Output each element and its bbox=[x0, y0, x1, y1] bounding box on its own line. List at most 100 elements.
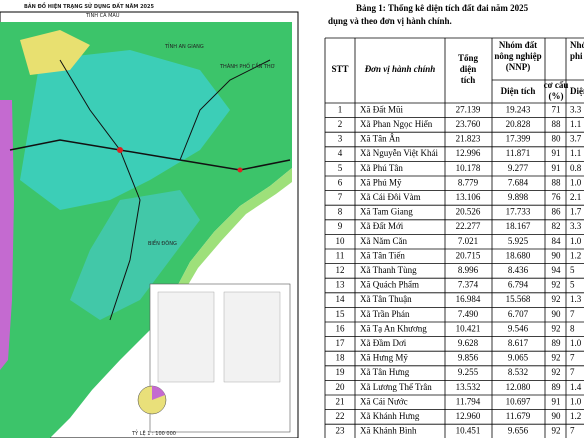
cell: 10.178 bbox=[456, 163, 481, 173]
cell: Xã Tạ An Khương bbox=[360, 323, 427, 333]
cell: 21.823 bbox=[456, 134, 481, 144]
header: Nhó bbox=[570, 40, 584, 50]
cell: 19 bbox=[336, 367, 346, 377]
cell: 8.617 bbox=[508, 338, 529, 348]
header: Diện tích bbox=[501, 86, 536, 96]
cell: 9.856 bbox=[458, 353, 479, 363]
cell: 9.255 bbox=[458, 367, 479, 377]
cell: 11.871 bbox=[506, 148, 530, 158]
cell: 6.794 bbox=[508, 280, 529, 290]
cell: Xã Hưng Mỹ bbox=[360, 353, 408, 363]
cell: 10.421 bbox=[456, 323, 481, 333]
cell: 7.684 bbox=[508, 177, 529, 187]
cell: 1.0 bbox=[570, 177, 582, 187]
cell: Xã Đất Mũi bbox=[360, 104, 403, 114]
cell: Xã Tân Ân bbox=[360, 134, 400, 144]
header: Tổng bbox=[458, 53, 479, 63]
legend-list bbox=[223, 291, 281, 383]
cell: 11.794 bbox=[456, 396, 481, 406]
cell: 23 bbox=[336, 426, 346, 436]
header: (%) bbox=[549, 91, 564, 101]
cell: 8.436 bbox=[508, 265, 529, 275]
cell: 9 bbox=[338, 221, 343, 231]
cell: 7 bbox=[570, 426, 575, 436]
cell: 9.628 bbox=[458, 338, 479, 348]
cell: 9.898 bbox=[508, 192, 529, 202]
cell: 12.996 bbox=[456, 148, 481, 158]
cell: 0.8 bbox=[570, 163, 582, 173]
cell: 12 bbox=[336, 265, 345, 275]
cell: 80 bbox=[552, 134, 562, 144]
cell: 7 bbox=[570, 309, 575, 319]
cell: 15 bbox=[336, 309, 346, 319]
cell: Xã Tân Hưng bbox=[360, 367, 410, 377]
cell: 7.490 bbox=[458, 309, 479, 319]
cell: 2.1 bbox=[570, 192, 581, 202]
town bbox=[117, 147, 123, 153]
header: diện bbox=[460, 64, 477, 74]
cell: 1.1 bbox=[570, 119, 581, 129]
cell: 90 bbox=[552, 411, 562, 421]
cell: 27.139 bbox=[456, 104, 481, 114]
cell: 1.7 bbox=[570, 207, 582, 217]
cell: 92 bbox=[552, 353, 561, 363]
cell: 9.277 bbox=[508, 163, 529, 173]
cell: 6 bbox=[338, 177, 343, 187]
cell: 90 bbox=[552, 309, 562, 319]
cell: 2 bbox=[338, 119, 343, 129]
cell: 91 bbox=[552, 148, 561, 158]
cell: 3.3 bbox=[570, 221, 582, 231]
header: nông nghiệp bbox=[494, 51, 541, 61]
cell: 5 bbox=[570, 280, 575, 290]
cell: 3.7 bbox=[570, 134, 582, 144]
cell: 16.984 bbox=[456, 294, 481, 304]
cell: 5 bbox=[338, 163, 343, 173]
table: Bảng 1: Thống kê diện tích đất đai năm 2… bbox=[324, 3, 584, 438]
cell: 89 bbox=[552, 338, 562, 348]
cell: 1.1 bbox=[570, 148, 581, 158]
header: cơ cấu bbox=[544, 80, 569, 90]
cell: Xã Năm Căn bbox=[360, 236, 407, 246]
cell: Xã Quách Phẩm bbox=[360, 280, 419, 290]
cell: Xã Khánh Bình bbox=[360, 426, 417, 436]
cell: 10 bbox=[336, 236, 346, 246]
cell: 76 bbox=[552, 192, 562, 202]
header: Diện t bbox=[570, 86, 584, 96]
cell: 17 bbox=[336, 338, 346, 348]
cell: Xã Phú Mỹ bbox=[360, 177, 402, 187]
cell: 7 bbox=[338, 192, 343, 202]
cell: Xã Cái Nước bbox=[360, 396, 408, 406]
cell: 92 bbox=[552, 426, 561, 436]
cell: 1.2 bbox=[570, 411, 581, 421]
cell: 1.0 bbox=[570, 236, 582, 246]
cell: Xã Nguyễn Việt Khái bbox=[360, 148, 439, 158]
legend-list bbox=[157, 291, 215, 383]
cell: 13.532 bbox=[456, 382, 481, 392]
cell: 20.526 bbox=[456, 207, 481, 217]
cell: 1.0 bbox=[570, 396, 582, 406]
cell: 8.532 bbox=[508, 367, 528, 377]
cell: 18 bbox=[336, 353, 346, 363]
header: Nhóm đất bbox=[499, 40, 537, 50]
map-title: BẢN ĐỒ HIỆN TRẠNG SỬ DỤNG ĐẤT NĂM 2025 bbox=[24, 1, 155, 10]
road bbox=[59, 59, 141, 321]
cell: 9.546 bbox=[508, 323, 529, 333]
cell: 9.656 bbox=[508, 426, 529, 436]
town bbox=[237, 167, 243, 173]
cell: 91 bbox=[552, 396, 561, 406]
cell: 6.707 bbox=[508, 309, 529, 319]
cell: Xã Tân Thuận bbox=[360, 294, 412, 304]
cell: 8 bbox=[338, 207, 343, 217]
map-subtitle: TỈNH CÀ MAU bbox=[85, 11, 120, 19]
road bbox=[9, 139, 291, 171]
header: phi nô bbox=[570, 51, 584, 61]
cell: 86 bbox=[552, 207, 562, 217]
pie-slice bbox=[152, 386, 165, 400]
header: tích bbox=[461, 75, 476, 85]
cell: 1.3 bbox=[570, 294, 582, 304]
land-strip bbox=[0, 100, 14, 370]
cell: Xã Phú Tân bbox=[360, 163, 403, 173]
cell: 8.996 bbox=[458, 265, 479, 275]
cell: 3.3 bbox=[570, 104, 582, 114]
